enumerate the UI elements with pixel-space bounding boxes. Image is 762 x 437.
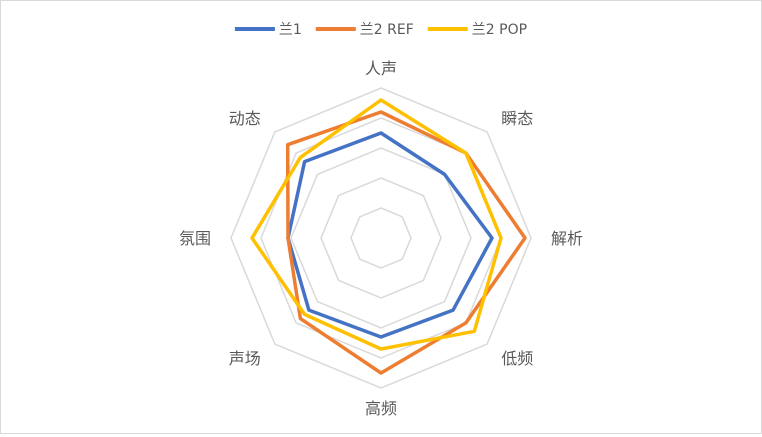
category-label: 动态 [229,109,261,128]
grid-ring [290,147,472,329]
series-layer [250,98,527,375]
grid-ring [350,207,412,269]
grid-ring [320,177,442,299]
legend-label: 兰2 REF [360,22,414,38]
legend-item-3: 兰2 POP [427,22,527,38]
series-line-1 [286,131,494,339]
category-label: 声场 [229,349,261,368]
legend-label: 兰2 POP [472,22,527,38]
series-line-3 [250,98,503,351]
grid-ring [230,87,532,389]
category-label: 高频 [365,399,397,418]
category-label: 瞬态 [501,109,533,128]
legend-item-2: 兰2 REF [315,22,414,38]
category-label: 低频 [501,349,533,368]
legend-label: 兰1 [279,22,302,38]
category-label: 人声 [365,59,397,78]
category-label: 解析 [551,229,583,248]
category-label: 氛围 [179,229,211,248]
legend-item-1: 兰1 [234,22,302,38]
legend: 兰1 兰2 REF 兰2 POP [234,22,527,38]
